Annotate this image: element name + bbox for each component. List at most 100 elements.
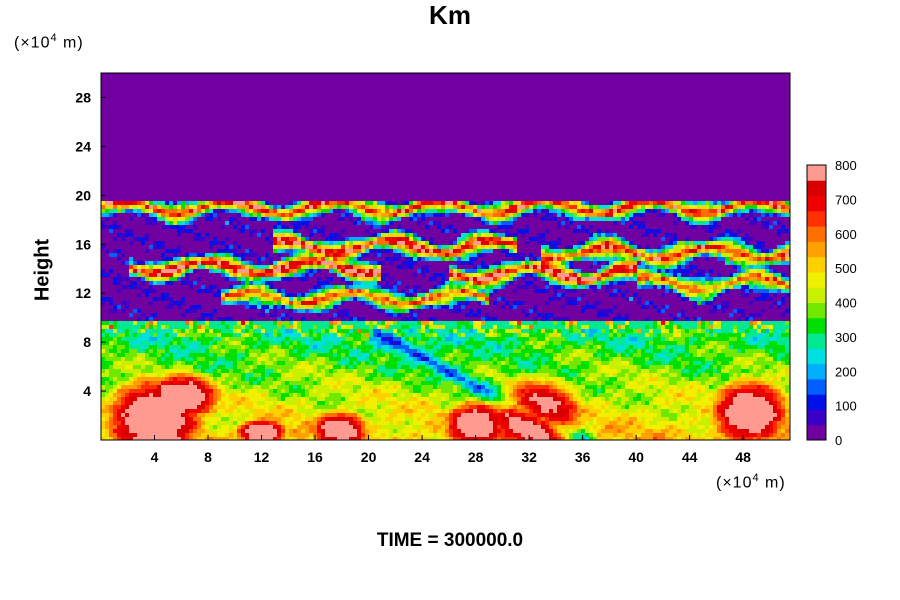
heatmap-cell [209,333,213,337]
heatmap-cell [257,273,261,277]
heatmap-cell [385,293,389,297]
heatmap-cell [173,329,177,333]
heatmap-cell [297,201,301,205]
heatmap-cell [781,229,785,233]
heatmap-cell [209,253,213,257]
heatmap-cell [105,205,109,209]
heatmap-cell [701,301,705,305]
heatmap-cell [309,341,313,345]
heatmap-cell [725,257,729,261]
heatmap-cell [549,329,553,333]
heatmap-cell [669,281,673,285]
heatmap-cell [613,325,617,329]
heatmap-cell [621,325,625,329]
heatmap-cell [197,213,201,217]
heatmap-cell [177,277,181,281]
heatmap-cell [605,237,609,241]
heatmap-cell [765,209,769,213]
heatmap-cell [229,345,233,349]
heatmap-cell [461,249,465,253]
heatmap-cell [185,229,189,233]
heatmap-cell [433,289,437,293]
heatmap-cell [445,257,449,261]
heatmap-cell [285,209,289,213]
heatmap-cell [341,289,345,293]
heatmap-cell [393,301,397,305]
heatmap-cell [129,241,133,245]
heatmap-cell [197,333,201,337]
heatmap-cell [313,289,317,293]
heatmap-cell [253,265,257,269]
heatmap-cell [597,301,601,305]
heatmap-cell [241,325,245,329]
heatmap-cell [357,329,361,333]
heatmap-cell [517,205,521,209]
heatmap-cell [465,213,469,217]
heatmap-cell [117,209,121,213]
heatmap-cell [117,277,121,281]
heatmap-cell [421,321,425,325]
heatmap-cell [501,209,505,213]
heatmap-cell [305,205,309,209]
heatmap-cell [689,325,693,329]
heatmap-cell [101,337,105,341]
heatmap-cell [137,201,141,205]
heatmap-cell [189,321,193,325]
heatmap-cell [741,261,745,265]
heatmap-cell [541,313,545,317]
heatmap-cell [105,225,109,229]
heatmap-cell [485,325,489,329]
heatmap-cell [361,341,365,345]
heatmap-cell [601,349,605,353]
heatmap-cell [381,221,385,225]
heatmap-cell [345,289,349,293]
heatmap-cell [213,213,217,217]
heatmap-cell [785,241,789,245]
heatmap-cell [429,237,433,241]
heatmap-cell [157,333,161,337]
heatmap-cell [549,353,553,357]
heatmap-cell [521,285,525,289]
heatmap-cell [665,345,669,349]
heatmap-cell [561,213,565,217]
heatmap-cell [257,289,261,293]
heatmap-cell [601,237,605,241]
heatmap-cell [749,249,753,253]
heatmap-cell [621,217,625,221]
heatmap-cell [677,261,681,265]
heatmap-cell [645,337,649,341]
heatmap-cell [125,321,129,325]
heatmap-cell [317,309,321,313]
heatmap-cell [433,337,437,341]
heatmap-cell [461,201,465,205]
heatmap-cell [537,341,541,345]
heatmap-cell [521,213,525,217]
heatmap-cell [665,269,669,273]
heatmap-cell [505,349,509,353]
heatmap-cell [165,297,169,301]
heatmap-cell [681,201,685,205]
heatmap-cell [181,325,185,329]
heatmap-cell [305,349,309,353]
heatmap-cell [225,341,229,345]
heatmap-cell [489,353,493,357]
heatmap-cell [749,285,753,289]
heatmap-cell [397,297,401,301]
heatmap-cell [377,201,381,205]
heatmap-cell [565,261,569,265]
heatmap-cell [197,257,201,261]
heatmap-cell [261,325,265,329]
heatmap-cell [717,245,721,249]
heatmap-cell [705,205,709,209]
heatmap-cell [533,345,537,349]
heatmap-cell [361,269,365,273]
heatmap-cell [781,333,785,337]
heatmap-cell [353,265,357,269]
heatmap-cell [177,209,181,213]
heatmap-cell [785,229,789,233]
heatmap-cell [701,321,705,325]
heatmap-cell [405,325,409,329]
heatmap-cell [537,269,541,273]
heatmap-cell [673,241,677,245]
heatmap-cell [225,297,229,301]
